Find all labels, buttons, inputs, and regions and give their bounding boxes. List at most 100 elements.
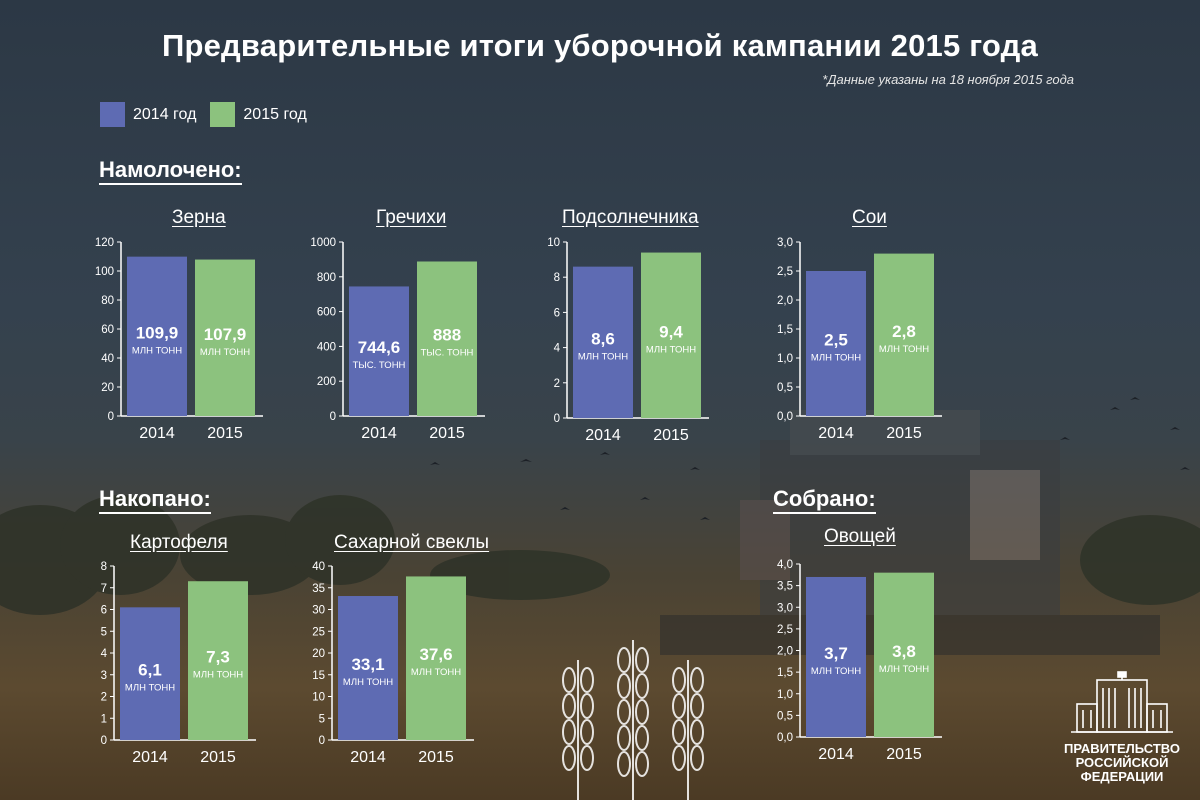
- bar-value-label: 8,6: [591, 329, 615, 348]
- x-category-label: 2015: [886, 746, 922, 763]
- y-tick-label: 3,0: [777, 237, 793, 249]
- logo-line-2: РОССИЙСКОЙ: [1075, 755, 1169, 770]
- y-tick-label: 1: [101, 713, 107, 725]
- y-tick-label: 7: [101, 583, 107, 595]
- y-tick-label: 0,0: [777, 411, 793, 423]
- chart-vegetables: 0,0 0,5 1,0 1,5 2,0 2,5 3,0 3,5 4,0 3,7 МЛН ТОНН 20…: [760, 558, 950, 772]
- bar-2014: [349, 286, 409, 416]
- chart-svg-sugarbeet: 0 5 10 15 20 25 30 35 40 33,1 МЛН ТОНН 2014 37,6 МЛН …: [312, 561, 474, 766]
- x-category-label: 2014: [818, 425, 854, 442]
- legend-label-2015: 2015 год: [243, 105, 307, 123]
- bar-2014: [120, 607, 180, 740]
- bar-unit-label: МЛН ТОНН: [879, 344, 929, 355]
- y-tick-label: 2: [554, 378, 560, 390]
- chart-grain: 0 20 40 60 80 100 120 109,9 МЛН ТОНН 2014 107,9 МЛН…: [90, 236, 270, 450]
- x-category-label: 2015: [207, 425, 243, 442]
- x-category-label: 2015: [200, 749, 236, 766]
- chart-title-buckwheat: Гречихи: [376, 207, 447, 228]
- y-tick-label: 0,0: [777, 732, 793, 744]
- chart-title-sugarbeet: Сахарной свеклы: [334, 532, 490, 553]
- y-tick-label: 10: [312, 692, 325, 704]
- bar-value-label: 3,8: [892, 642, 916, 661]
- y-tick-label: 60: [101, 324, 114, 336]
- y-tick-label: 20: [312, 648, 325, 660]
- x-category-label: 2014: [818, 746, 854, 763]
- x-category-label: 2015: [653, 427, 689, 444]
- chart-title-soy: Сои: [852, 207, 887, 228]
- bar-value-label: 2,5: [824, 331, 848, 350]
- y-tick-label: 120: [95, 237, 114, 249]
- y-tick-label: 0: [101, 735, 107, 747]
- bar-unit-label: МЛН ТОНН: [193, 670, 243, 681]
- tree-line: [0, 495, 1200, 615]
- x-category-label: 2014: [139, 425, 175, 442]
- y-tick-label: 5: [101, 626, 107, 638]
- chart-svg-potato: 0 1 2 3 4 5 6 7 8 6,1 МЛН ТОНН 2014 7,3 МЛН ТОНН 2015: [101, 561, 256, 766]
- y-tick-label: 6: [554, 307, 560, 319]
- bar-value-label: 3,7: [824, 644, 848, 663]
- chart-svg-sunflower: 0 2 4 6 8 10 8,6 МЛН ТОНН 2014 9,4 МЛН ТОНН 2015: [547, 237, 709, 444]
- y-tick-label: 2: [101, 692, 107, 704]
- bar-value-label: 888: [433, 326, 461, 345]
- y-tick-label: 800: [317, 272, 336, 284]
- bar-value-label: 6,1: [138, 661, 162, 680]
- y-tick-label: 0: [554, 413, 560, 425]
- chart-svg-grain: 0 20 40 60 80 100 120 109,9 МЛН ТОНН 2014 107,9 МЛН…: [95, 237, 263, 442]
- chart-title-grain: Зерна: [172, 207, 226, 228]
- chart-sunflower: 0 2 4 6 8 10 8,6 МЛН ТОНН 2014 9,4 МЛН ТОНН 2015: [530, 236, 710, 450]
- x-category-label: 2015: [418, 749, 454, 766]
- y-tick-label: 2,5: [777, 266, 793, 278]
- harvester-silhouette: [660, 410, 1160, 655]
- section-threshed: Намолочено:: [99, 158, 242, 185]
- y-tick-label: 400: [317, 341, 336, 353]
- chart-title-sunflower: Подсолнечника: [562, 207, 699, 228]
- bar-value-label: 107,9: [204, 325, 247, 344]
- bar-unit-label: МЛН ТОНН: [132, 345, 182, 356]
- y-tick-label: 200: [317, 376, 336, 388]
- y-tick-label: 20: [101, 382, 114, 394]
- y-tick-label: 100: [95, 266, 114, 278]
- y-tick-label: 2,5: [777, 624, 793, 636]
- y-tick-label: 8: [554, 272, 560, 284]
- bar-2014: [127, 256, 187, 416]
- y-tick-label: 0: [108, 411, 114, 423]
- y-tick-label: 1,0: [777, 353, 793, 365]
- bar-unit-label: ТЫС. ТОНН: [421, 348, 474, 359]
- bar-2015: [406, 576, 466, 740]
- y-tick-label: 40: [312, 561, 325, 573]
- y-tick-label: 30: [312, 605, 325, 617]
- chart-buckwheat: 0 200 400 600 800 1000 744,6 ТЫС. ТОНН 2014 888 ТЫ…: [300, 236, 490, 450]
- bar-value-label: 33,1: [351, 655, 384, 674]
- legend-label-2014: 2014 год: [133, 105, 197, 123]
- x-category-label: 2015: [886, 425, 922, 442]
- bar-unit-label: МЛН ТОНН: [125, 683, 175, 694]
- wheat-icon: [562, 640, 704, 800]
- y-tick-label: 80: [101, 295, 114, 307]
- bar-unit-label: ТЫС. ТОНН: [353, 360, 406, 371]
- chart-svg-vegetables: 0,0 0,5 1,0 1,5 2,0 2,5 3,0 3,5 4,0 3,7 МЛН ТОНН 20…: [777, 559, 942, 763]
- y-tick-label: 0,5: [777, 382, 793, 394]
- section-collected: Собрано:: [773, 487, 876, 514]
- bar-unit-label: МЛН ТОНН: [811, 353, 861, 364]
- bar-unit-label: МЛН ТОНН: [343, 677, 393, 688]
- y-tick-label: 6: [101, 605, 107, 617]
- bar-2014: [806, 271, 866, 416]
- bar-2015: [641, 252, 701, 418]
- y-tick-label: 40: [101, 353, 114, 365]
- birds: [430, 397, 1190, 520]
- y-tick-label: 0: [319, 735, 325, 747]
- chart-svg-soy: 0,0 0,5 1,0 1,5 2,0 2,5 3,0 2,5 МЛН ТОНН 2014 2,8 М…: [777, 237, 942, 442]
- y-tick-label: 4: [554, 343, 561, 355]
- logo-line-3: ФЕДЕРАЦИИ: [1080, 769, 1164, 784]
- bar-value-label: 109,9: [136, 323, 179, 342]
- x-category-label: 2014: [350, 749, 386, 766]
- bar-2015: [874, 253, 934, 416]
- y-tick-label: 2,0: [777, 295, 793, 307]
- bar-2015: [417, 261, 477, 416]
- legend: 2014 год 2015 год: [100, 102, 321, 127]
- bar-unit-label: МЛН ТОНН: [200, 347, 250, 358]
- bar-unit-label: МЛН ТОНН: [411, 667, 461, 678]
- x-category-label: 2014: [132, 749, 168, 766]
- y-tick-label: 3,5: [777, 581, 793, 593]
- bar-value-label: 744,6: [358, 338, 401, 357]
